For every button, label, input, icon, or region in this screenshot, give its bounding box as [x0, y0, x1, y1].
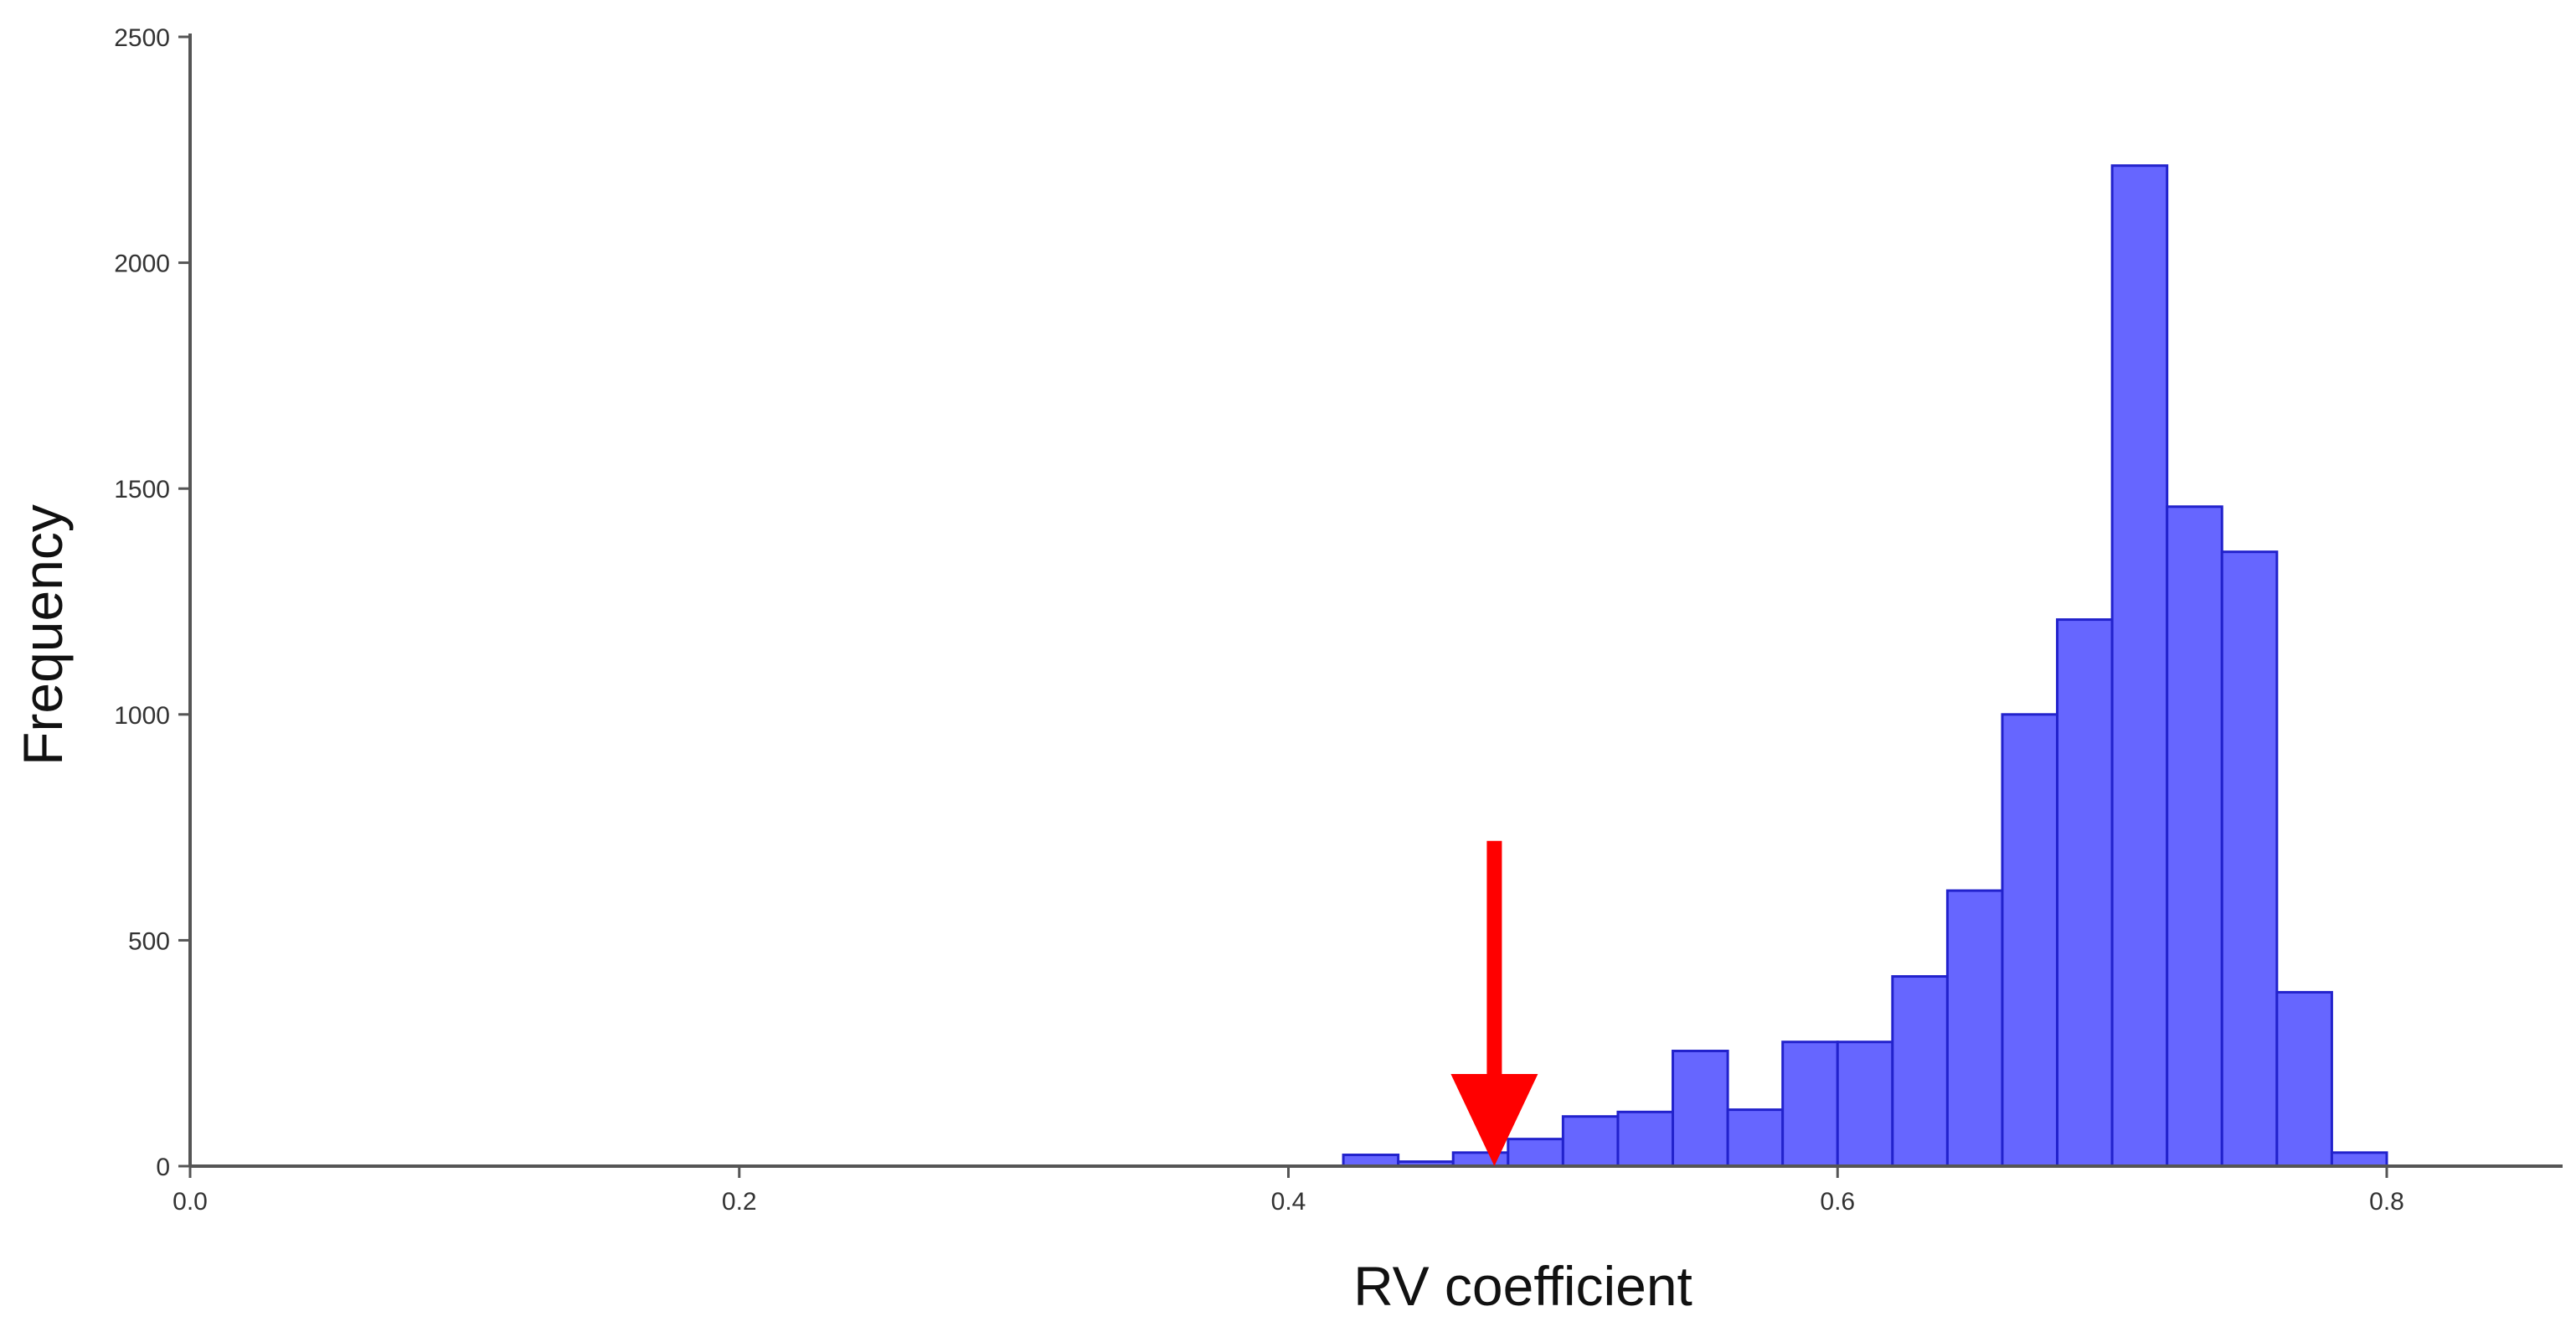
histogram-bar	[1672, 1050, 1729, 1168]
y-tick-label: 1000	[114, 702, 170, 730]
histogram-bar	[1616, 1110, 1675, 1168]
histogram-bar	[1836, 1040, 1894, 1168]
y-tick-label: 2000	[114, 250, 170, 278]
histogram-bar	[2001, 713, 2059, 1168]
histogram-bar	[1507, 1138, 1564, 1168]
histogram-bar	[1726, 1108, 1785, 1168]
y-tick-label: 0	[156, 1154, 170, 1181]
annotations	[1450, 840, 1538, 1166]
y-axis-title: Frequency	[12, 504, 74, 766]
histogram-bar	[2275, 990, 2333, 1168]
histogram-bar	[1945, 889, 2004, 1168]
histogram-bar	[1342, 1154, 1400, 1168]
histogram-bar	[2056, 618, 2114, 1168]
x-axis-title: RV coefficient	[1353, 1255, 1692, 1317]
histogram-bar	[2166, 505, 2223, 1168]
y-tick-label: 1500	[114, 476, 170, 503]
histogram-bar	[2330, 1151, 2388, 1168]
arrow-head	[1450, 1074, 1538, 1166]
y-tick-label: 500	[128, 927, 170, 955]
y-axis-ticks: 0 500 1000 1500 2000 2500	[114, 24, 190, 1181]
histogram-bar	[1781, 1040, 1839, 1168]
histogram-bar	[1891, 975, 1949, 1168]
histogram-bar	[1561, 1115, 1620, 1168]
axes	[188, 34, 2563, 1168]
x-tick-label: 0.8	[2369, 1188, 2404, 1216]
x-tick-label: 0.6	[1820, 1188, 1855, 1216]
histogram-bar	[2110, 164, 2169, 1168]
y-tick-label: 2500	[114, 24, 170, 52]
x-tick-label: 0.4	[1271, 1188, 1306, 1216]
histogram-bars	[1342, 164, 2388, 1168]
x-tick-label: 0.2	[722, 1188, 757, 1216]
x-tick-label: 0.0	[173, 1188, 208, 1216]
histogram-bar	[2220, 550, 2279, 1168]
x-axis-ticks: 0.0 0.2 0.4 0.6 0.8	[173, 1166, 2404, 1216]
histogram-bar	[1451, 1151, 1510, 1168]
